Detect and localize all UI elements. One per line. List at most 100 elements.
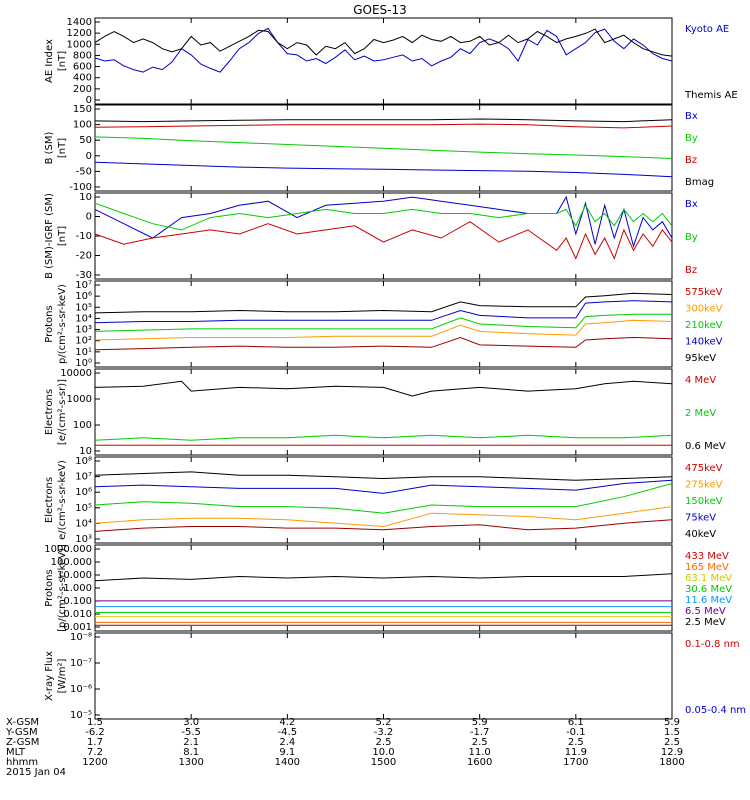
legend-entry: 75keV: [685, 513, 716, 524]
y-axis-label: Electrons: [44, 389, 55, 435]
x-axis-row-label: X-GSM: [6, 717, 39, 728]
x-axis-value: 2.5: [568, 737, 584, 748]
series-line: [94, 483, 673, 514]
series-line: [94, 380, 673, 397]
date-label: 2015 Jan 04: [6, 767, 66, 778]
y-tick-label: 10: [79, 192, 92, 203]
y-tick-label: -30: [76, 270, 92, 281]
x-axis-value: -1.7: [470, 727, 490, 738]
y-tick-label: 1200: [67, 28, 92, 39]
x-axis-value: 11.0: [469, 747, 491, 758]
y-tick-label: 1000: [67, 39, 92, 50]
series-line: [94, 195, 673, 248]
y-tick-label: 10⁻⁶: [70, 684, 92, 695]
legend-entry: 40keV: [685, 529, 716, 540]
series-line: [94, 118, 673, 123]
series-line: [94, 573, 673, 582]
x-axis-value: 2.5: [376, 737, 392, 748]
panel-5: 10000 1000 100 10 Electrons [e/(cm²-s-sr)] 4 M…: [44, 368, 726, 457]
x-axis-value: -5.5: [181, 727, 201, 738]
series-line: [94, 300, 673, 324]
x-axis-value: -0.1: [566, 727, 586, 738]
y-tick-label: 10⁻⁵: [70, 710, 92, 721]
x-axis-value: 5.9: [664, 717, 680, 728]
panel-3: 10 0 -10 -20 -30 B (SM)-IGRF (SM) [nT] Bx By Bz: [44, 192, 698, 281]
series-line: [94, 471, 673, 481]
legend-entry: 150keV: [685, 496, 723, 507]
y-axis-label: Protons: [44, 569, 55, 606]
legend-entry: By: [685, 232, 698, 243]
legend-entry: 433 MeV: [685, 551, 729, 562]
panel-frame: [94, 544, 673, 632]
legend-entry: 475keV: [685, 463, 723, 474]
legend-entry: 275keV: [685, 480, 723, 491]
legend-entry: 6.5 MeV: [685, 606, 726, 617]
y-axis-label: [p/(cm²-s-sr-keV)]: [57, 544, 68, 632]
series-line: [94, 313, 672, 332]
y-tick-label: 10¹: [75, 347, 92, 358]
legend-entry: Bx: [685, 199, 698, 210]
series-line: [94, 319, 673, 341]
x-axis-value: 1700: [563, 757, 588, 768]
x-axis-value: 2.1: [183, 737, 199, 748]
y-tick-label: 0: [86, 212, 92, 223]
y-tick-label: 0.100: [63, 596, 92, 607]
y-axis-label: [e/(cm²-s-sr)]: [57, 379, 68, 445]
y-tick-label: 1000.000: [44, 544, 92, 555]
series-line: [94, 336, 673, 351]
y-tick-label: 50: [79, 135, 92, 146]
x-axis-value: 10.0: [372, 747, 394, 758]
legend-entry: 95keV: [685, 353, 716, 364]
legend-entry: Bx: [685, 111, 698, 122]
y-tick-label: -10: [76, 231, 92, 242]
x-axis-value: 1300: [178, 757, 203, 768]
legend-entry: Kyoto AE: [685, 24, 729, 35]
series-line: [94, 479, 673, 494]
x-axis-value: 11.9: [565, 747, 587, 758]
legend-entry: 63.1 MeV: [685, 573, 732, 584]
legend-entry: Bmag: [685, 177, 714, 188]
y-tick-label: 800: [73, 50, 92, 61]
x-axis-row-label: Z-GSM: [6, 737, 39, 748]
x-axis-value: 9.1: [279, 747, 295, 758]
x-axis-value: 6.1: [568, 717, 584, 728]
y-tick-label: 100: [73, 120, 92, 131]
x-axis-value: -4.5: [278, 727, 298, 738]
legend-entry: 0.6 MeV: [685, 441, 726, 452]
panel-frame: [94, 17, 673, 105]
panel-8: 10⁻⁸ 10⁻⁷ 10⁻⁶ 10⁻⁵ X-ray Flux [W/m²] 0.1-0.8 …: [44, 632, 746, 721]
y-tick-label: 10³: [75, 534, 92, 545]
panel-7: 1000.000 100.000 10.000 1.000 0.100 0.010 0.00…: [44, 544, 732, 633]
x-axis-row-label: MLT: [6, 747, 26, 758]
y-axis-label: [W/m²]: [57, 658, 68, 693]
y-tick-label: 1.000: [63, 583, 92, 594]
y-axis-label: [nT]: [57, 51, 68, 71]
legend-entry: 30.6 MeV: [685, 584, 732, 595]
x-axis-value: -6.2: [85, 727, 105, 738]
y-tick-label: 1000: [67, 394, 92, 405]
legend-entry: 2 MeV: [685, 408, 716, 419]
legend-entry: 575keV: [685, 287, 723, 298]
x-axis-value: 3.0: [183, 717, 199, 728]
legend-entry: Bz: [685, 265, 697, 276]
legend-entry: 300keV: [685, 304, 723, 315]
y-axis-label: e/(cm²-s-sr-keV): [57, 460, 68, 540]
series-line: [94, 136, 673, 159]
y-tick-label: -100: [69, 182, 92, 193]
series-line: [94, 28, 673, 57]
x-axis-value: 4.2: [279, 717, 295, 728]
x-axis-row-label: hhmm: [6, 757, 38, 768]
x-axis-value: 7.2: [87, 747, 103, 758]
y-tick-label: 1400: [67, 17, 92, 28]
y-tick-label: 10⁵: [75, 302, 92, 313]
y-axis-label: Electrons: [44, 477, 55, 523]
series-line: [94, 221, 673, 260]
legend-entry: 11.6 MeV: [685, 595, 732, 606]
x-axis-value: 2.5: [472, 737, 488, 748]
y-tick-label: 0.001: [63, 622, 92, 633]
y-tick-label: 400: [73, 73, 92, 84]
y-tick-label: 0.010: [63, 609, 92, 620]
legend-entry: Bz: [685, 155, 697, 166]
